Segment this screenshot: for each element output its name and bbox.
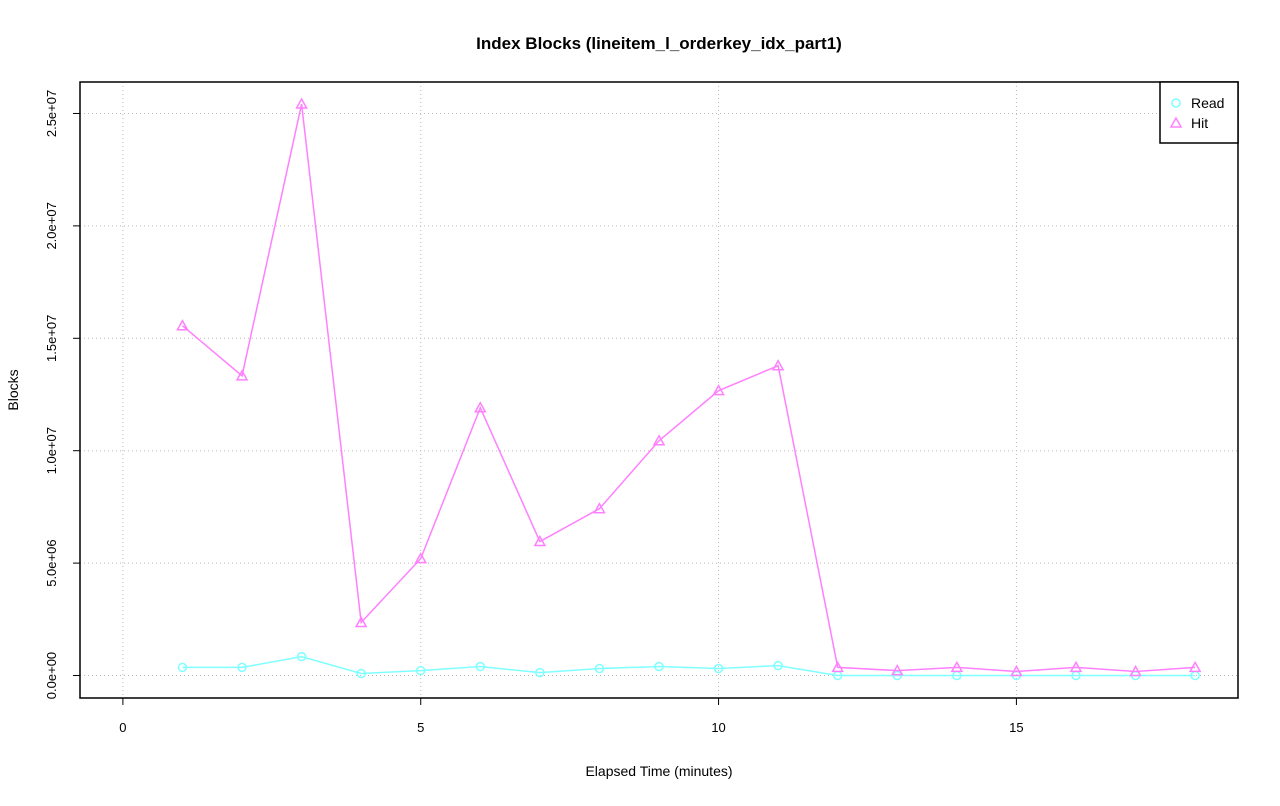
legend-marker-hit — [1169, 116, 1183, 128]
data-point-hit — [474, 401, 487, 413]
series-line-hit — [181, 103, 1196, 673]
data-point-read — [475, 661, 486, 672]
series-line-read — [182, 655, 1196, 677]
data-point-hit — [176, 319, 189, 331]
legend-box — [1159, 81, 1239, 144]
data-point-read — [594, 663, 605, 674]
legend-label-hit: Hit — [1191, 115, 1208, 131]
data-point-hit — [1129, 664, 1142, 677]
y-tick-label: 1.5e+07 — [44, 315, 59, 362]
data-point-read — [892, 670, 903, 681]
data-point-read — [773, 660, 783, 671]
data-point-read — [535, 667, 545, 678]
data-point-hit — [890, 664, 904, 676]
legend-label-read: Read — [1191, 95, 1224, 111]
data-point-hit — [712, 384, 725, 396]
data-point-read — [654, 661, 664, 672]
data-point-hit — [533, 534, 547, 547]
y-tick-label: 2.0e+07 — [44, 202, 59, 249]
series-hit — [176, 97, 1202, 677]
data-point-hit — [593, 502, 606, 514]
data-point-hit — [771, 359, 785, 371]
x-tick-label: 0 — [119, 720, 126, 735]
data-point-read — [177, 662, 188, 673]
data-point-hit — [414, 552, 428, 564]
data-point-hit — [950, 660, 964, 673]
data-point-hit — [1188, 660, 1202, 673]
data-point-read — [296, 651, 307, 662]
data-point-hit — [1069, 660, 1083, 673]
x-tick-label: 10 — [711, 720, 725, 735]
y-tick-label: 1.0e+07 — [44, 427, 59, 474]
legend: Read Hit — [1159, 81, 1239, 144]
data-point-read — [356, 668, 366, 679]
data-point-read — [713, 663, 724, 674]
data-point-hit — [831, 660, 844, 673]
plot-frame — [79, 81, 1239, 699]
data-point-hit — [295, 97, 308, 109]
data-point-hit — [1010, 664, 1023, 677]
y-tick-label: 2.5e+07 — [44, 90, 59, 137]
y-tick-label: 0.0e+00 — [44, 652, 59, 699]
data-point-read — [237, 662, 247, 673]
legend-marker-read — [1171, 98, 1181, 108]
data-point-hit — [652, 434, 666, 446]
x-tick-label: 5 — [417, 720, 424, 735]
data-point-read — [415, 665, 426, 676]
data-point-hit — [235, 369, 249, 381]
x-axis: 0 5 10 15 — [119, 698, 1024, 735]
data-point-hit — [354, 615, 368, 628]
grid — [80, 82, 1238, 698]
y-axis: 0.0e+00 5.0e+06 1.0e+07 1.5e+07 2.0e+07 2.5e+… — [44, 90, 80, 699]
x-axis-label: Elapsed Time (minutes) — [585, 763, 732, 779]
series-group — [176, 97, 1202, 681]
y-axis-label: Blocks — [5, 369, 21, 410]
y-tick-label: 5.0e+06 — [44, 539, 59, 586]
x-tick-label: 15 — [1009, 720, 1023, 735]
chart-title: Index Blocks (lineitem_l_orderkey_idx_pa… — [476, 34, 842, 53]
